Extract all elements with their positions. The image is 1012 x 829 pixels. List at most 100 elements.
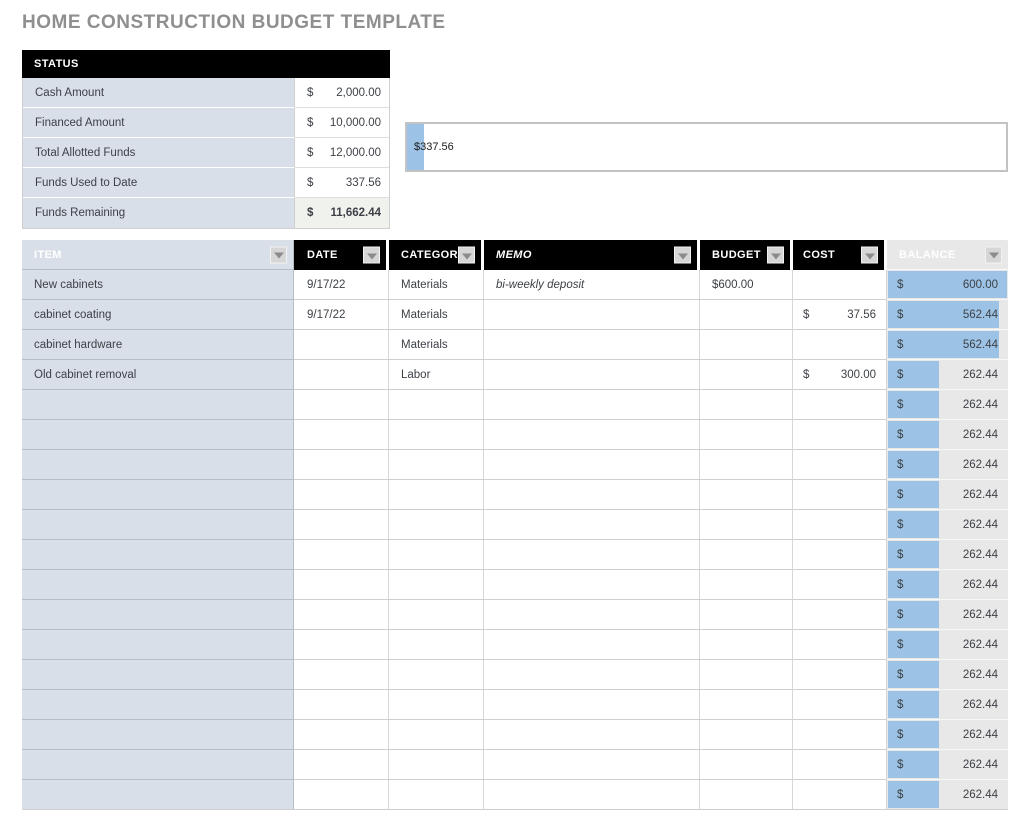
budget-cell[interactable] [700, 360, 793, 390]
budget-cell[interactable] [700, 450, 793, 480]
budget-cell[interactable] [700, 510, 793, 540]
memo-cell[interactable] [484, 690, 700, 720]
date-cell[interactable] [294, 330, 389, 360]
date-cell[interactable] [294, 390, 389, 420]
cost-cell[interactable] [793, 510, 887, 540]
category-cell[interactable] [389, 690, 484, 720]
cost-cell[interactable] [793, 660, 887, 690]
balance-cell[interactable]: $562.44 [887, 300, 1008, 330]
balance-cell[interactable]: $262.44 [887, 720, 1008, 750]
budget-cell[interactable]: $600.00 [700, 270, 793, 300]
category-cell[interactable] [389, 780, 484, 810]
balance-cell[interactable]: $262.44 [887, 480, 1008, 510]
date-cell[interactable] [294, 540, 389, 570]
cost-cell[interactable] [793, 630, 887, 660]
budget-cell[interactable] [700, 780, 793, 810]
memo-cell[interactable] [484, 480, 700, 510]
budget-cell[interactable] [700, 570, 793, 600]
filter-dropdown-button[interactable] [270, 246, 287, 263]
budget-cell[interactable] [700, 390, 793, 420]
memo-cell[interactable] [484, 570, 700, 600]
status-value-cell[interactable]: $ 337.56 [295, 168, 389, 198]
status-value-cell[interactable]: $ 2,000.00 [295, 78, 389, 108]
category-cell[interactable] [389, 480, 484, 510]
memo-cell[interactable] [484, 750, 700, 780]
memo-cell[interactable]: bi-weekly deposit [484, 270, 700, 300]
category-cell[interactable] [389, 390, 484, 420]
category-cell[interactable]: Labor [389, 360, 484, 390]
status-value-cell[interactable]: $ 10,000.00 [295, 108, 389, 138]
date-cell[interactable] [294, 510, 389, 540]
budget-cell[interactable] [700, 300, 793, 330]
balance-cell[interactable]: $262.44 [887, 630, 1008, 660]
status-value-cell[interactable]: $ 12,000.00 [295, 138, 389, 168]
item-cell[interactable] [22, 690, 294, 720]
budget-cell[interactable] [700, 690, 793, 720]
filter-dropdown-button[interactable] [363, 246, 380, 264]
status-value-cell[interactable]: $ 11,662.44 [295, 198, 389, 228]
date-cell[interactable]: 9/17/22 [294, 300, 389, 330]
balance-cell[interactable]: $262.44 [887, 540, 1008, 570]
filter-dropdown-button[interactable] [767, 246, 784, 264]
cost-cell[interactable] [793, 540, 887, 570]
filter-dropdown-button[interactable] [674, 246, 691, 264]
cost-cell[interactable] [793, 270, 887, 300]
cost-cell[interactable] [793, 450, 887, 480]
balance-cell[interactable]: $262.44 [887, 420, 1008, 450]
memo-cell[interactable] [484, 390, 700, 420]
date-cell[interactable] [294, 690, 389, 720]
cost-cell[interactable] [793, 330, 887, 360]
category-cell[interactable]: Materials [389, 330, 484, 360]
cost-cell[interactable] [793, 780, 887, 810]
date-cell[interactable] [294, 630, 389, 660]
category-cell[interactable] [389, 540, 484, 570]
item-cell[interactable] [22, 750, 294, 780]
memo-cell[interactable] [484, 600, 700, 630]
memo-cell[interactable] [484, 630, 700, 660]
cost-cell[interactable] [793, 390, 887, 420]
cost-cell[interactable] [793, 420, 887, 450]
category-cell[interactable] [389, 600, 484, 630]
balance-cell[interactable]: $562.44 [887, 330, 1008, 360]
balance-cell[interactable]: $262.44 [887, 600, 1008, 630]
balance-cell[interactable]: $262.44 [887, 450, 1008, 480]
filter-dropdown-button[interactable] [861, 246, 878, 264]
category-cell[interactable] [389, 570, 484, 600]
cost-cell[interactable]: $37.56 [793, 300, 887, 330]
item-cell[interactable] [22, 480, 294, 510]
filter-dropdown-button[interactable] [458, 246, 475, 264]
date-cell[interactable] [294, 570, 389, 600]
category-cell[interactable] [389, 720, 484, 750]
budget-cell[interactable] [700, 660, 793, 690]
date-cell[interactable] [294, 660, 389, 690]
date-cell[interactable] [294, 600, 389, 630]
category-cell[interactable] [389, 450, 484, 480]
date-cell[interactable] [294, 780, 389, 810]
memo-cell[interactable] [484, 660, 700, 690]
item-cell[interactable] [22, 600, 294, 630]
memo-cell[interactable] [484, 780, 700, 810]
budget-cell[interactable] [700, 420, 793, 450]
cost-cell[interactable] [793, 570, 887, 600]
balance-cell[interactable]: $262.44 [887, 660, 1008, 690]
item-cell[interactable] [22, 570, 294, 600]
balance-cell[interactable]: $262.44 [887, 780, 1008, 810]
category-cell[interactable] [389, 660, 484, 690]
cost-cell[interactable] [793, 750, 887, 780]
item-cell[interactable] [22, 390, 294, 420]
item-cell[interactable]: Old cabinet removal [22, 360, 294, 390]
budget-cell[interactable] [700, 630, 793, 660]
cost-cell[interactable] [793, 480, 887, 510]
memo-cell[interactable] [484, 450, 700, 480]
item-cell[interactable] [22, 780, 294, 810]
date-cell[interactable] [294, 420, 389, 450]
memo-cell[interactable] [484, 420, 700, 450]
budget-cell[interactable] [700, 540, 793, 570]
item-cell[interactable]: New cabinets [22, 270, 294, 300]
date-cell[interactable] [294, 480, 389, 510]
balance-cell[interactable]: $262.44 [887, 690, 1008, 720]
date-cell[interactable]: 9/17/22 [294, 270, 389, 300]
item-cell[interactable] [22, 660, 294, 690]
item-cell[interactable] [22, 420, 294, 450]
memo-cell[interactable] [484, 360, 700, 390]
